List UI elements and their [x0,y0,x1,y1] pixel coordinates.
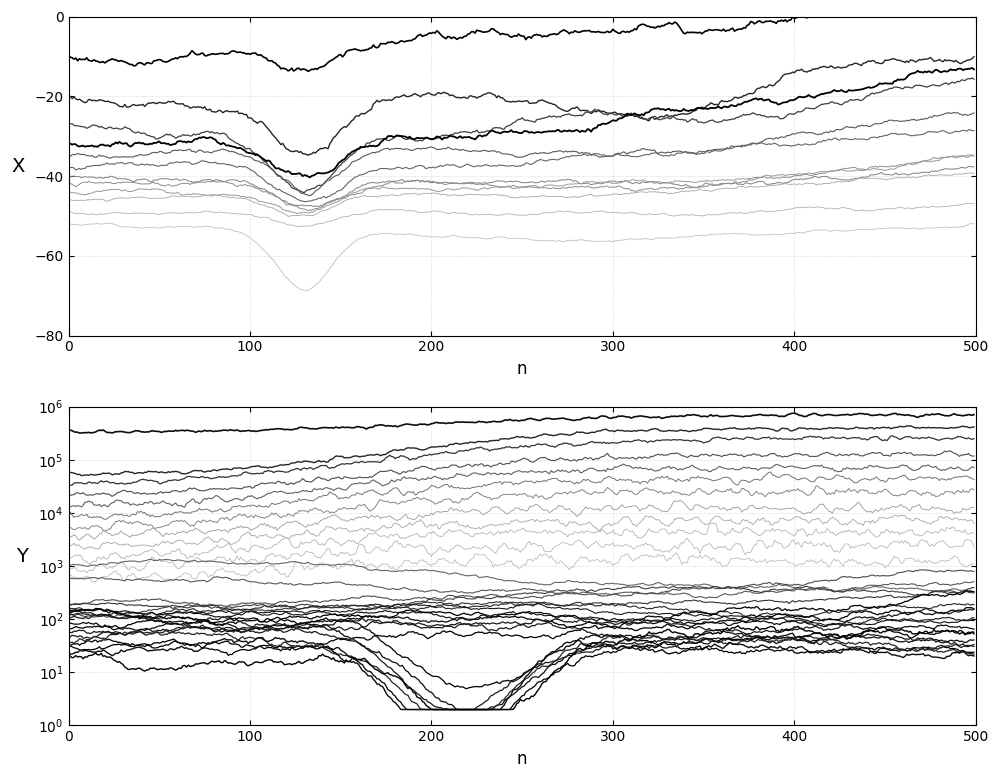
X-axis label: n: n [517,360,527,378]
X-axis label: n: n [517,750,527,768]
Y-axis label: Y: Y [16,547,28,566]
Y-axis label: X: X [11,157,24,176]
